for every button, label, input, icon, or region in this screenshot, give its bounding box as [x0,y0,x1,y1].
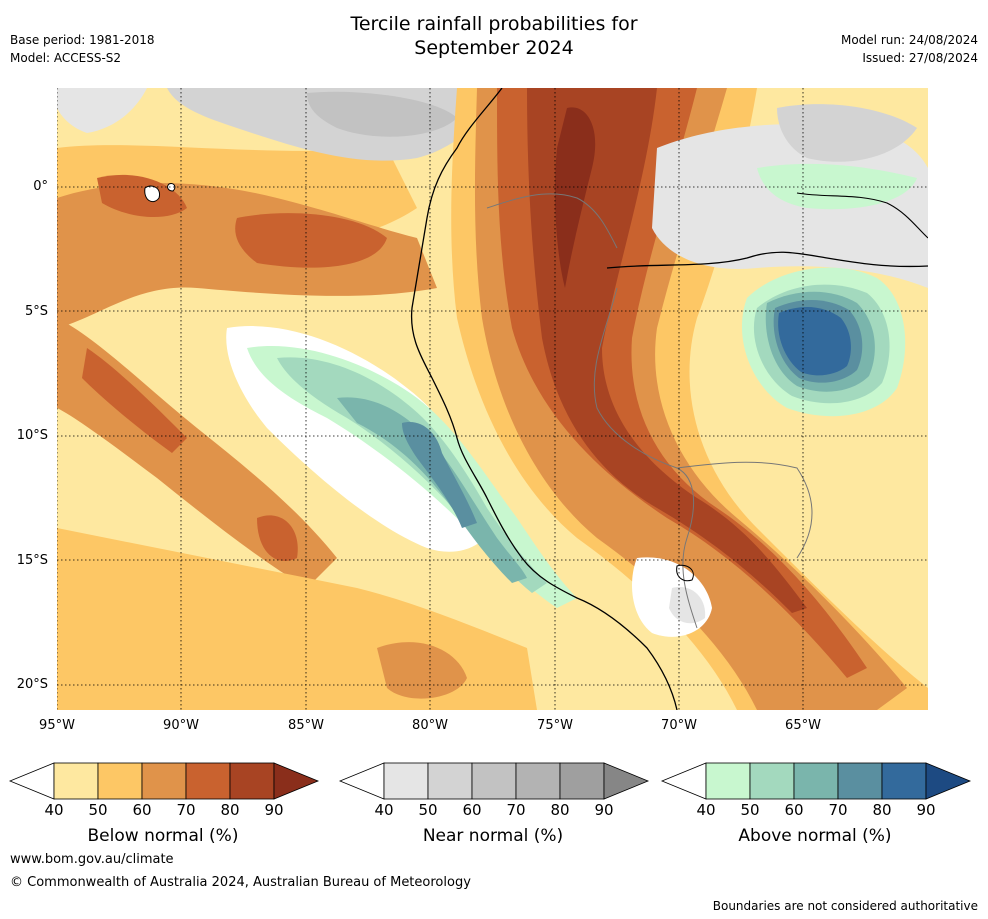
above-80-blob [778,306,851,376]
colorbar-tick-label: 40 [696,801,716,819]
coastline [410,88,678,710]
colorbar-swatch [185,762,231,800]
colorbar-tick-label: 90 [594,801,614,819]
colorbar-swatch [141,762,187,800]
colorbar-tick-label: 50 [88,801,108,819]
near-normal-patch-se [669,587,706,624]
colorbar-label-near: Near normal (%) [422,826,564,846]
border-peru-brazil [593,287,698,629]
colorbar-swatch [705,762,751,800]
lon-label-95w: 95°W [39,718,75,733]
title-line-2: September 2024 [414,37,574,59]
above-40-east [757,163,917,210]
colorbar-extend-low [338,762,385,800]
near-normal-nw [57,88,147,133]
colorbar-tick-label: 60 [462,801,482,819]
lon-label-90w: 90°W [163,718,199,733]
colorbar-swatch [97,762,143,800]
colorbar-tick-label: 70 [176,801,196,819]
near-normal-east-inner [777,104,917,162]
lon-label-80w: 80°W [412,718,448,733]
map-svg [57,88,928,710]
colorbar-tick-label: 50 [418,801,438,819]
colorbars [8,762,972,800]
below-80-patch-s [257,515,298,562]
model-run: Model run: 24/08/2024 [840,33,978,47]
colorbar-swatch [229,762,275,800]
copyright: © Commonwealth of Australia 2024, Austra… [10,875,471,890]
base-period: Base period: 1981-2018 [10,33,155,47]
amazon-river [606,251,928,269]
lat-label-5s: 5°S [24,304,48,319]
near-normal-north-inner [307,91,457,137]
colorbar-tick-label: 70 [506,801,526,819]
graticule [57,88,928,710]
colorbar-extend-low [660,762,707,800]
colorbar-swatch [837,762,883,800]
colorbar-extend-high [603,762,650,800]
meta-right: Model run: 24/08/2024 Issued: 27/08/2024 [841,31,978,67]
colorbar-extend-low [8,762,55,800]
lat-label-20s: 20°S [16,677,48,692]
colorbar-swatch [749,762,795,800]
map-title: Tercile rainfall probabilities for Septe… [0,12,988,60]
footer-url: www.bom.gov.au/climate [10,852,174,867]
colorbar-tick-label: 80 [220,801,240,819]
colorbar-tick-label: 40 [44,801,64,819]
lon-label-75w: 75°W [537,718,573,733]
colorbar-tick-label: 50 [740,801,760,819]
lat-label-0: 0° [33,179,48,194]
disclaimer: Boundaries are not considered authoritat… [712,899,978,913]
lon-label-65w: 65°W [785,718,821,733]
colorbar-label-below: Below normal (%) [87,826,239,846]
model-name: Model: ACCESS-S2 [10,51,122,65]
colorbar-swatch [427,762,473,800]
colorbar-swatch [383,762,429,800]
lat-label-10s: 10°S [16,428,48,443]
border-brazil-bolivia [676,461,813,559]
below-80-patch-diag [82,348,187,453]
lon-label-70w: 70°W [661,718,697,733]
colorbar-swatch [471,762,517,800]
border-ecuador-peru [486,193,618,249]
colorbar-swatch [793,762,839,800]
colorbar-tick-label: 80 [550,801,570,819]
colorbar-label-above: Above normal (%) [738,826,892,846]
near-normal-east [652,124,928,288]
title-line-1: Tercile rainfall probabilities for [350,13,638,35]
colorbar-extend-high [273,762,320,800]
below-70-patch-sw [377,642,467,699]
below-90-east [527,88,807,613]
above-60-band [337,397,527,583]
meta-left: Base period: 1981-2018 Model: ACCESS-S2 [10,31,155,67]
lon-label-85w: 85°W [288,718,324,733]
colorbar-below-normal [8,762,320,800]
colorbar-swatch [515,762,561,800]
issued-date: Issued: 27/08/2024 [862,51,978,65]
colorbar-tick-label: 60 [132,801,152,819]
colorbar-tick-label: 80 [872,801,892,819]
colorbar-swatch [559,762,605,800]
colorbar-extend-high [925,762,972,800]
colorbar-swatch [881,762,927,800]
probability-map [57,88,928,710]
lake-titicaca [676,564,694,582]
colorbar-above-normal [660,762,972,800]
above-70-band [402,422,477,528]
colorbar-tick-label: 70 [828,801,848,819]
colorbar-tick-label: 90 [264,801,284,819]
galapagos-islet [167,183,176,192]
colorbar-near-normal [338,762,650,800]
colorbar-tick-label: 40 [374,801,394,819]
colorbar-tick-label: 60 [784,801,804,819]
river-north [796,192,928,239]
colorbar-tick-label: 90 [916,801,936,819]
lat-label-15s: 15°S [16,553,48,568]
below-80-patch-mid [235,213,387,268]
galapagos-islands [144,185,161,203]
below-80-patch-nw [97,174,187,218]
colorbar-swatch [53,762,99,800]
